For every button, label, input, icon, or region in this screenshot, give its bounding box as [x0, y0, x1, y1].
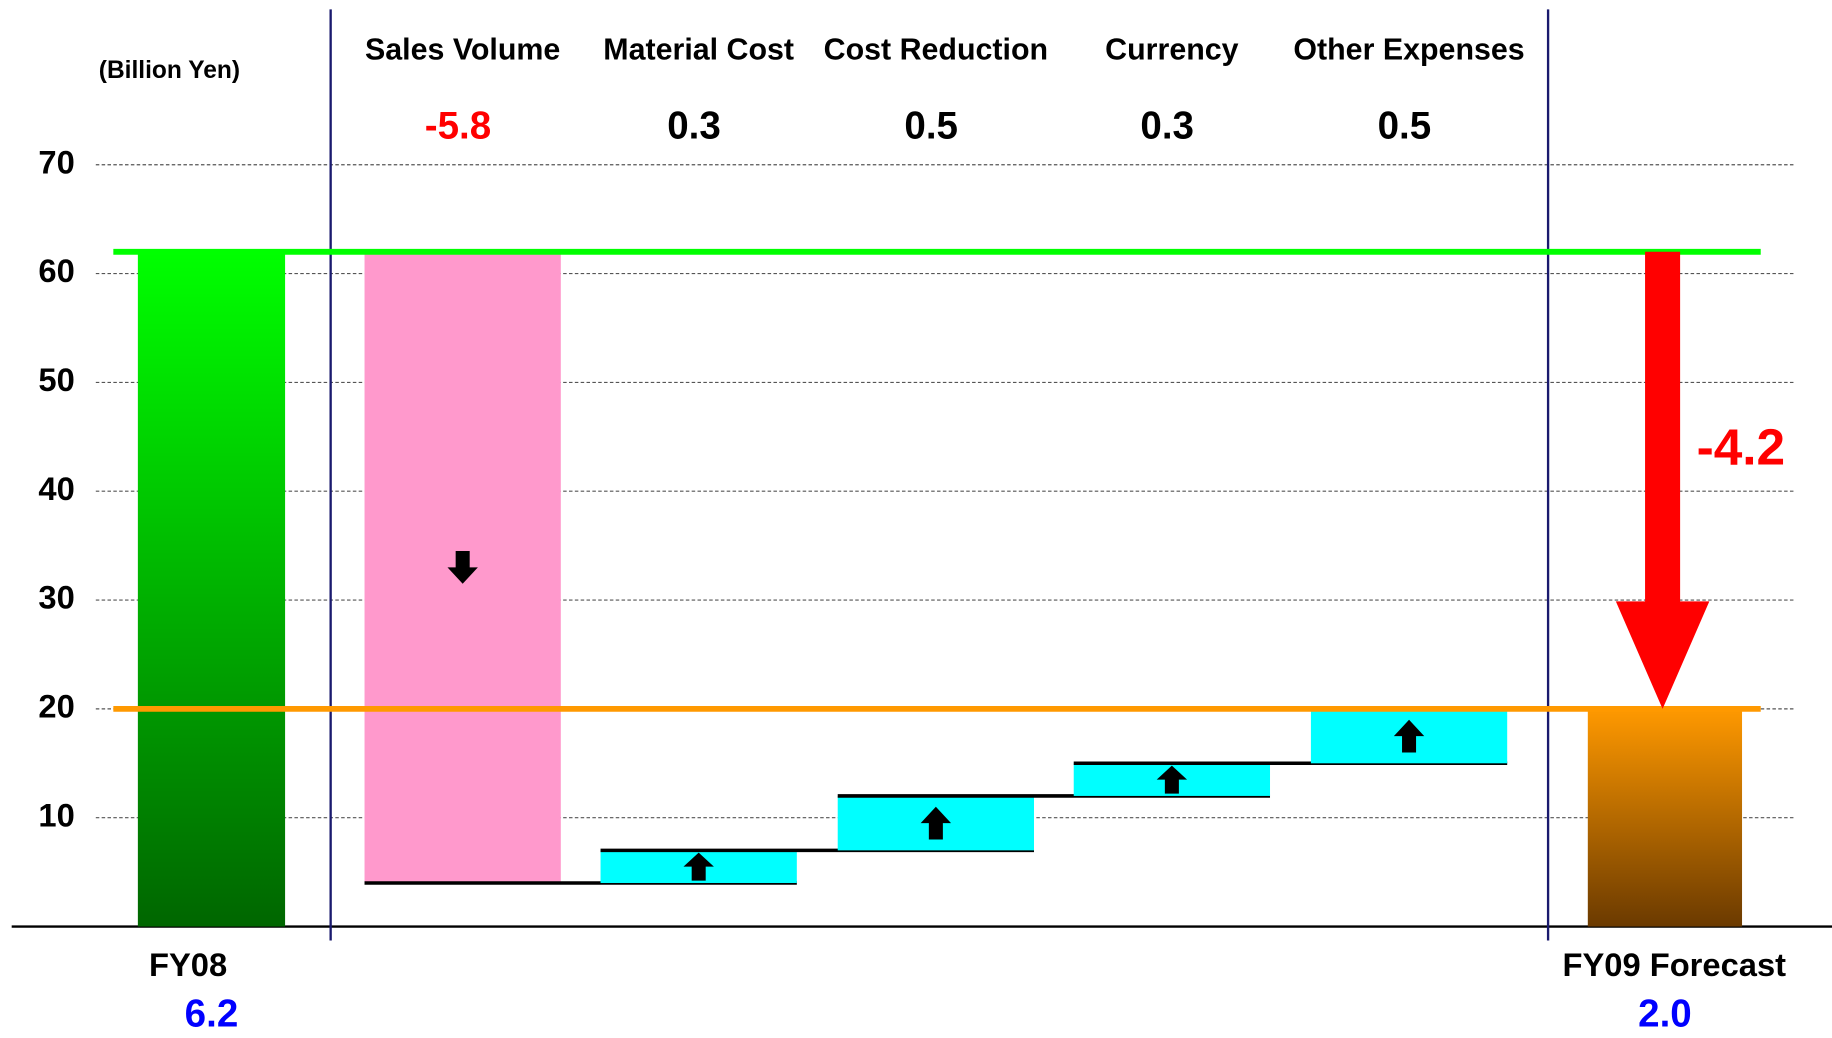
category-header: Other Expenses — [1293, 31, 1525, 67]
bar — [1587, 708, 1743, 927]
category-label: Material Cost — [603, 31, 795, 67]
direction-arrow — [920, 806, 952, 840]
category-label: FY08 — [149, 946, 227, 983]
y-tick-label: 40 — [38, 470, 74, 507]
category-label: Currency — [1105, 31, 1239, 67]
category-label: Cost Reduction — [823, 31, 1049, 67]
category-header: Material Cost — [603, 31, 795, 67]
direction-arrow — [1156, 765, 1188, 794]
y-axis-label: (Billion Yen) — [99, 57, 240, 84]
y-tick-label: 10 — [38, 796, 74, 833]
difference-arrow — [1615, 251, 1710, 709]
value-label: 0.5 — [1378, 105, 1432, 148]
y-tick-label: 70 — [38, 143, 74, 180]
direction-arrow — [1393, 719, 1425, 753]
y-tick-label: 20 — [38, 688, 74, 725]
category-header: Currency — [1105, 31, 1239, 67]
y-tick-label: 50 — [38, 361, 74, 398]
value-label: 0.3 — [667, 105, 721, 148]
category-header: Sales Volume — [365, 31, 561, 67]
value-label: 2.0 — [1638, 993, 1692, 1036]
value-label: -5.8 — [425, 105, 491, 148]
value-label: 6.2 — [185, 993, 239, 1036]
category-label: FY09 Forecast — [1562, 946, 1786, 983]
category-label: Other Expenses — [1293, 31, 1525, 67]
y-tick-label: 30 — [38, 579, 74, 616]
bar — [137, 251, 286, 927]
direction-arrow — [447, 551, 478, 584]
value-label: 0.5 — [904, 105, 958, 148]
y-tick-label: 60 — [38, 252, 74, 289]
category-header: Cost Reduction — [823, 31, 1049, 67]
annotation-label: -4.2 — [1697, 418, 1786, 476]
category-label: Sales Volume — [365, 31, 561, 67]
value-label: 0.3 — [1140, 105, 1194, 148]
